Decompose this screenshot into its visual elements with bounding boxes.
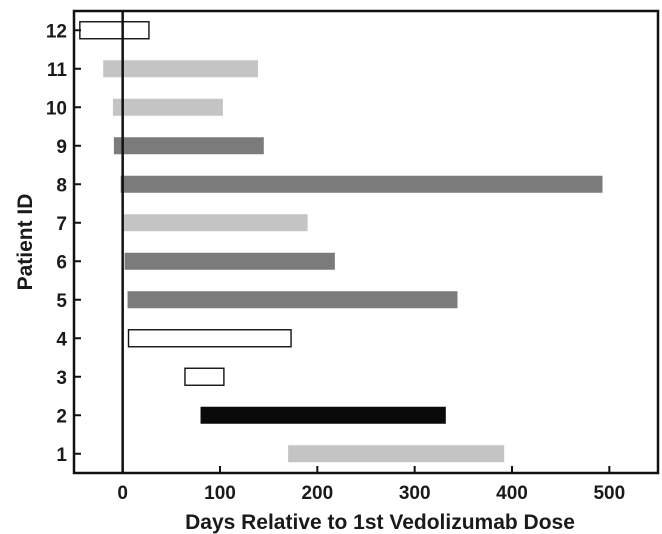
y-axis-title: Patient ID	[14, 194, 37, 291]
y-tick-label: 9	[56, 137, 67, 158]
y-tick-label: 7	[56, 214, 67, 235]
bars-layer	[79, 21, 603, 463]
x-tick-label: 300	[399, 483, 431, 504]
y-tick-label: 3	[56, 368, 67, 389]
plot-frame	[72, 9, 660, 475]
y-tick-label: 4	[56, 329, 67, 350]
bar-patient-7	[122, 214, 308, 232]
y-tick-label: 5	[56, 291, 67, 312]
x-tick-label: 200	[301, 483, 333, 504]
x-tick-label: 400	[496, 483, 528, 504]
bar-patient-9	[113, 137, 264, 155]
bar-patient-8	[120, 175, 603, 193]
bar-patient-1	[288, 445, 505, 463]
bar-patient-6	[124, 252, 335, 270]
y-tick-label: 1	[56, 445, 67, 466]
bar-patient-12	[79, 21, 150, 40]
x-tick-label: 0	[117, 483, 128, 504]
bar-patient-3	[184, 367, 225, 386]
y-tick-label: 12	[46, 21, 67, 42]
bar-patient-10	[112, 98, 223, 116]
bar-patient-11	[103, 60, 258, 78]
y-tick-label: 11	[47, 60, 68, 81]
bar-patient-4	[127, 329, 292, 348]
x-tick-label: 500	[593, 483, 625, 504]
bar-patient-2	[200, 406, 446, 424]
y-tick-label: 8	[56, 175, 67, 196]
y-tick-label: 10	[46, 98, 67, 119]
x-tick-label: 100	[204, 483, 236, 504]
bar-patient-5	[127, 291, 458, 309]
x-axis-title: Days Relative to 1st Vedolizumab Dose	[185, 511, 575, 534]
y-tick-label: 6	[56, 252, 67, 273]
y-tick-label: 2	[56, 406, 67, 427]
